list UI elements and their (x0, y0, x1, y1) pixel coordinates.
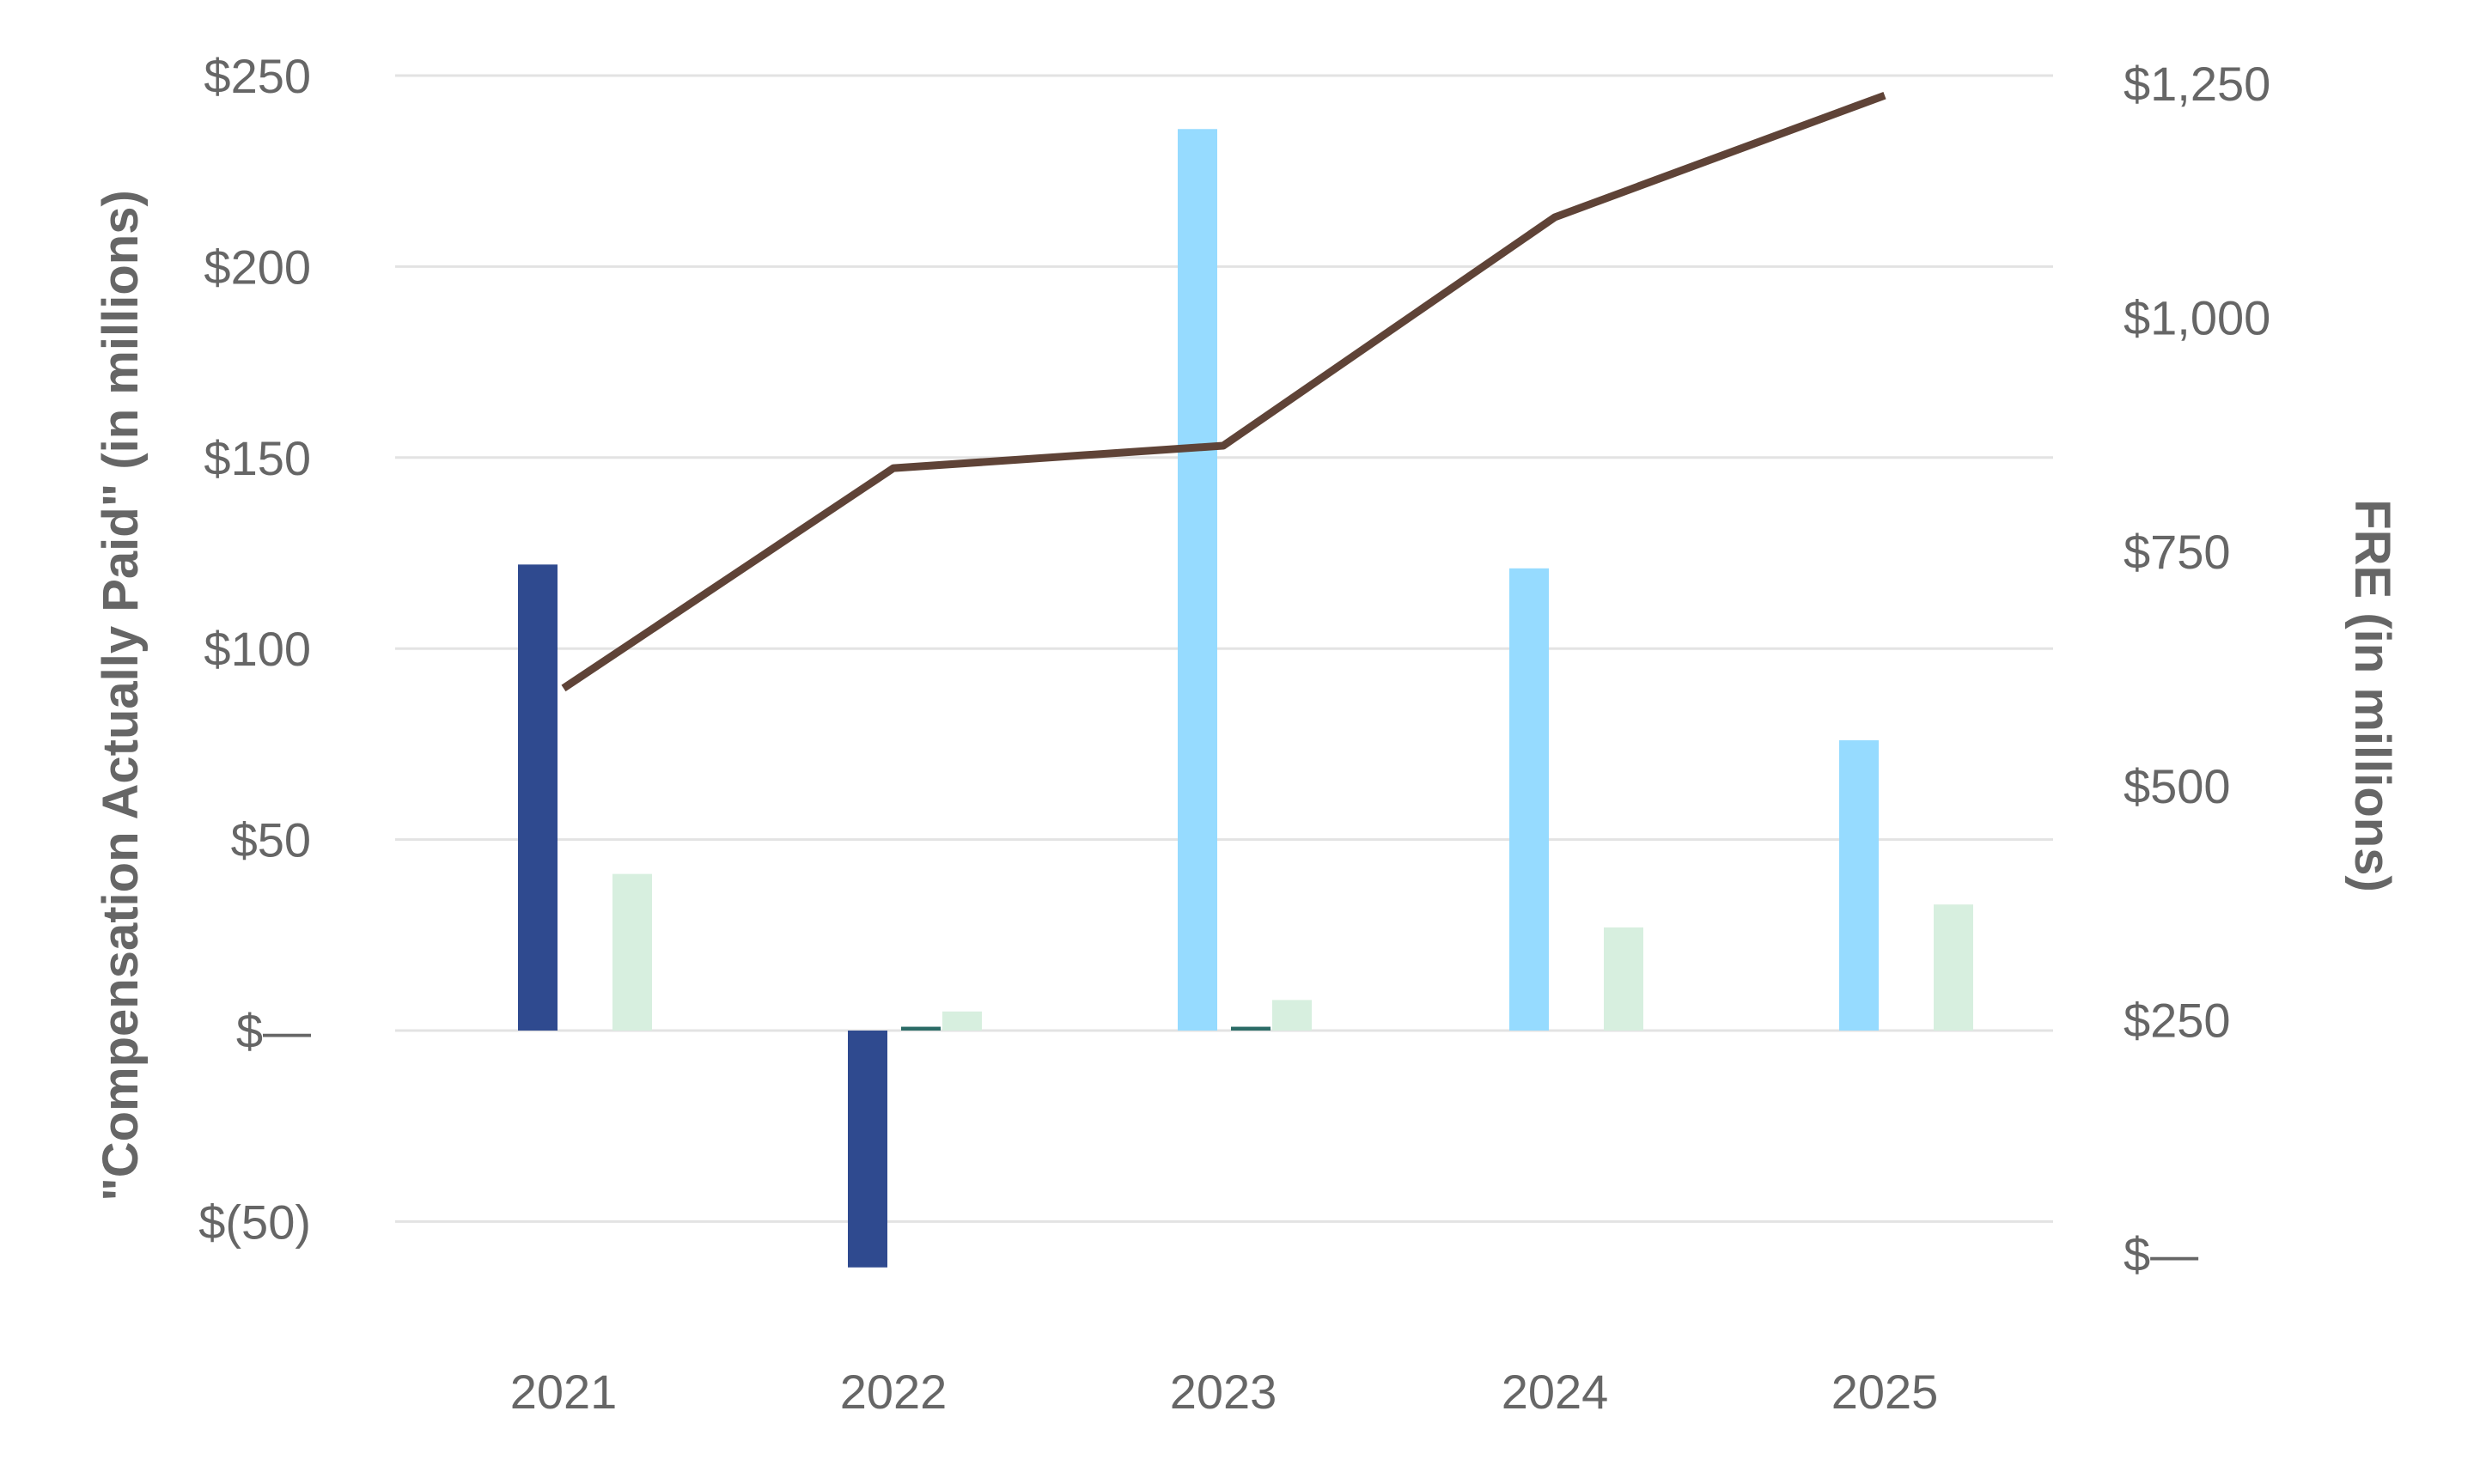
bar-series4-2022 (942, 1011, 982, 1031)
x-tick-label: 2024 (1502, 1365, 1609, 1419)
y2-tick-label: $— (2124, 1227, 2198, 1281)
bar-series4-2023 (1272, 1000, 1312, 1031)
y2-tick-label: $750 (2124, 525, 2231, 579)
left-axis-ticks: $250 $200 $150 $100 $50 $— $(50) (198, 49, 311, 1249)
y2-tick-label: $1,250 (2124, 57, 2270, 111)
y-tick-label: $200 (204, 240, 311, 294)
x-axis-ticks: 2021 2022 2023 2024 2025 (510, 1365, 1939, 1419)
y-tick-label: $150 (204, 431, 311, 485)
bar-series1-2021 (518, 564, 558, 1031)
y-tick-label: $(50) (198, 1195, 311, 1249)
bar-series3-2024 (1509, 568, 1549, 1031)
fre-line (561, 91, 1886, 692)
bar-series4-2021 (612, 873, 652, 1031)
right-axis-title: FRE (in millions) (2344, 499, 2400, 892)
bars (518, 129, 1973, 1268)
y2-tick-label: $500 (2124, 759, 2231, 813)
y-tick-label: $— (236, 1004, 311, 1058)
bar-series4-2024 (1604, 927, 1643, 1031)
x-tick-label: 2021 (510, 1365, 618, 1419)
gridlines (395, 74, 2053, 1223)
right-axis-ticks: $1,250 $1,000 $750 $500 $250 $— (2124, 57, 2270, 1281)
y2-tick-label: $250 (2124, 993, 2231, 1047)
bar-series2-2022 (901, 1026, 941, 1031)
y-tick-label: $250 (204, 49, 311, 103)
y-tick-label: $50 (231, 813, 311, 867)
bar-series1-2022 (848, 1031, 887, 1268)
x-tick-label: 2022 (840, 1365, 948, 1419)
left-axis-title: "Compensation Actually Paid" (in million… (93, 190, 149, 1201)
bar-series2-2023 (1231, 1026, 1271, 1031)
bar-series3-2025 (1839, 739, 1879, 1031)
fre-line-path (561, 91, 1886, 692)
y2-tick-label: $1,000 (2124, 291, 2270, 345)
y-tick-label: $100 (204, 622, 311, 676)
bar-series3-2023 (1178, 129, 1217, 1031)
x-tick-label: 2023 (1170, 1365, 1277, 1419)
bar-series4-2025 (1934, 904, 1973, 1031)
x-tick-label: 2025 (1831, 1365, 1939, 1419)
